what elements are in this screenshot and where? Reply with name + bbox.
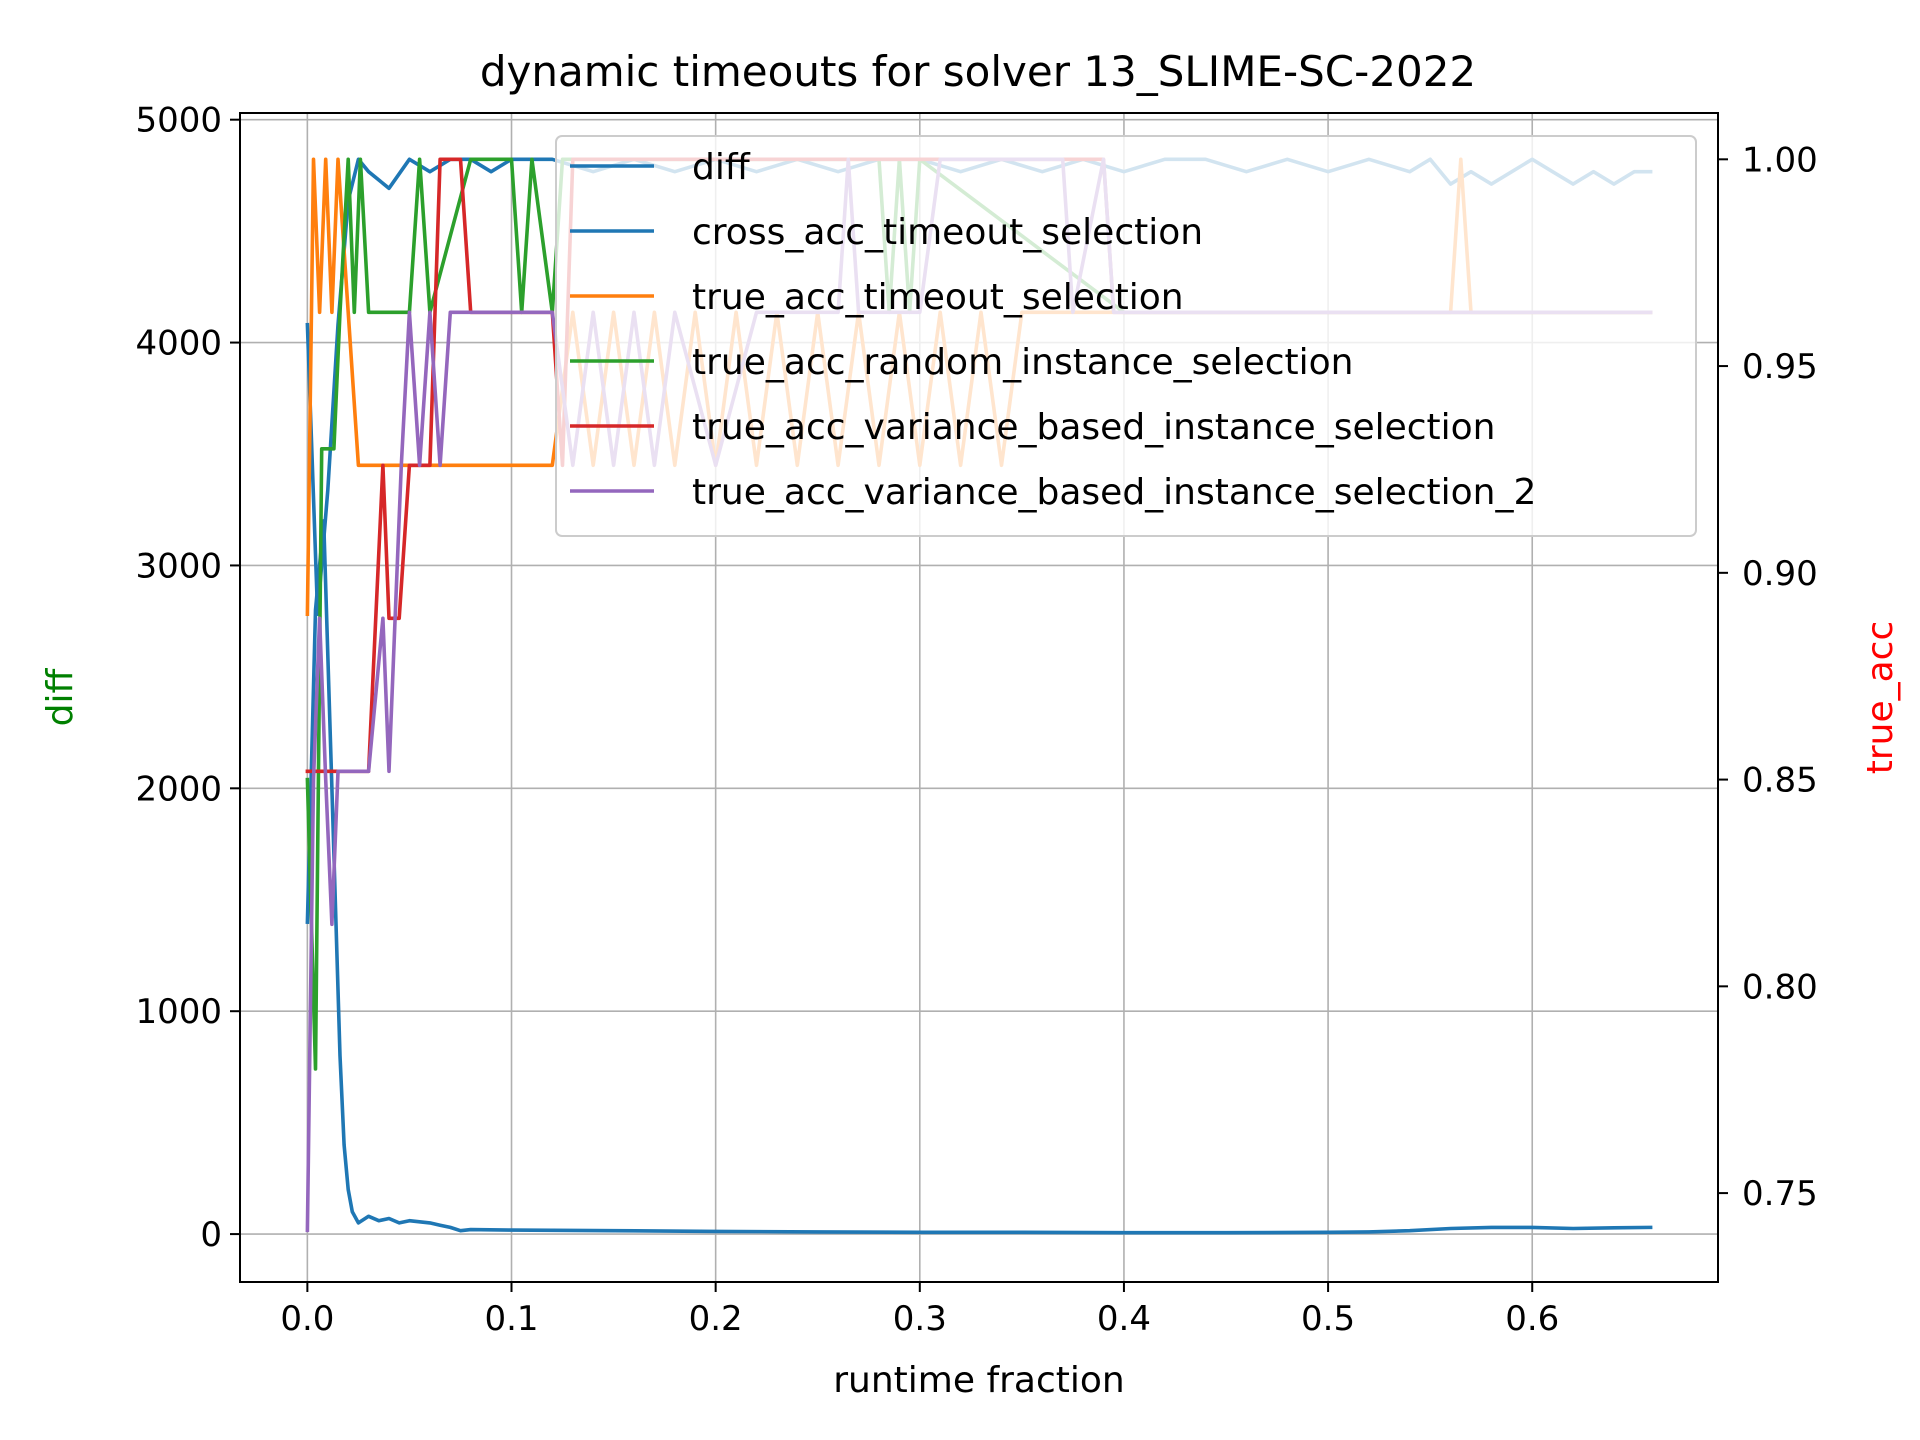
chart-title: dynamic timeouts for solver 13_SLIME-SC-… xyxy=(480,47,1476,96)
plot-frame xyxy=(239,112,1719,1283)
legend-label: cross_acc_timeout_selection xyxy=(692,212,1203,253)
y-left-tick-label: 2000 xyxy=(135,769,222,809)
x-axis-label: runtime fraction xyxy=(833,1360,1125,1401)
legend-label: true_acc_random_instance_selection xyxy=(692,342,1353,383)
x-tick-label: 0.6 xyxy=(1505,1299,1559,1339)
legend-item: true_acc_random_instance_selection xyxy=(570,342,1353,383)
y-left-axis-label: diff xyxy=(40,667,81,726)
y-left-tick-label: 3000 xyxy=(135,546,222,586)
y-right-tick-label: 0.90 xyxy=(1742,554,1818,594)
legend-label: true_acc_variance_based_instance_selecti… xyxy=(692,472,1536,513)
y-right-tick-label: 0.75 xyxy=(1742,1174,1818,1214)
legend-label: true_acc_variance_based_instance_selecti… xyxy=(692,407,1496,448)
y-left-tick-label: 5000 xyxy=(135,101,222,141)
y-right-tick-label: 0.80 xyxy=(1742,967,1818,1007)
x-tick-label: 0.5 xyxy=(1301,1299,1355,1339)
x-tick-label: 0.1 xyxy=(484,1299,538,1339)
legend-box xyxy=(555,135,1697,537)
legend-item: cross_acc_timeout_selection xyxy=(570,212,1203,253)
y-right-tick-label: 0.95 xyxy=(1742,347,1818,387)
x-tick-label: 0.0 xyxy=(280,1299,334,1339)
legend-item: diff xyxy=(570,147,751,188)
series-line-diff xyxy=(305,519,1653,1235)
y-left-tick-label: 4000 xyxy=(135,324,222,364)
legend-item: true_acc_variance_based_instance_selecti… xyxy=(570,407,1496,448)
legend-label: diff xyxy=(692,147,751,188)
legend-label: true_acc_timeout_selection xyxy=(692,277,1184,318)
x-tick-label: 0.4 xyxy=(1097,1299,1151,1339)
x-tick-label: 0.2 xyxy=(689,1299,743,1339)
y-left-tick-label: 1000 xyxy=(135,992,222,1032)
y-right-tick-label: 0.85 xyxy=(1742,761,1818,801)
y-right-tick-label: 1.00 xyxy=(1742,140,1818,180)
x-tick-label: 0.3 xyxy=(893,1299,947,1339)
y-left-tick-label: 0 xyxy=(200,1215,222,1255)
legend: diff cross_acc_timeout_selection true_acc_… xyxy=(555,135,1697,537)
legend-item: true_acc_timeout_selection xyxy=(570,277,1184,318)
ticks: 0.0 0.1 0.2 0.3 0.4 0.5 0.6 0 1000 2000 3000 4000 50… xyxy=(135,101,1817,1339)
y-right-axis-label: true_acc xyxy=(1860,621,1901,775)
legend-item: true_acc_variance_based_instance_selecti… xyxy=(570,472,1536,513)
